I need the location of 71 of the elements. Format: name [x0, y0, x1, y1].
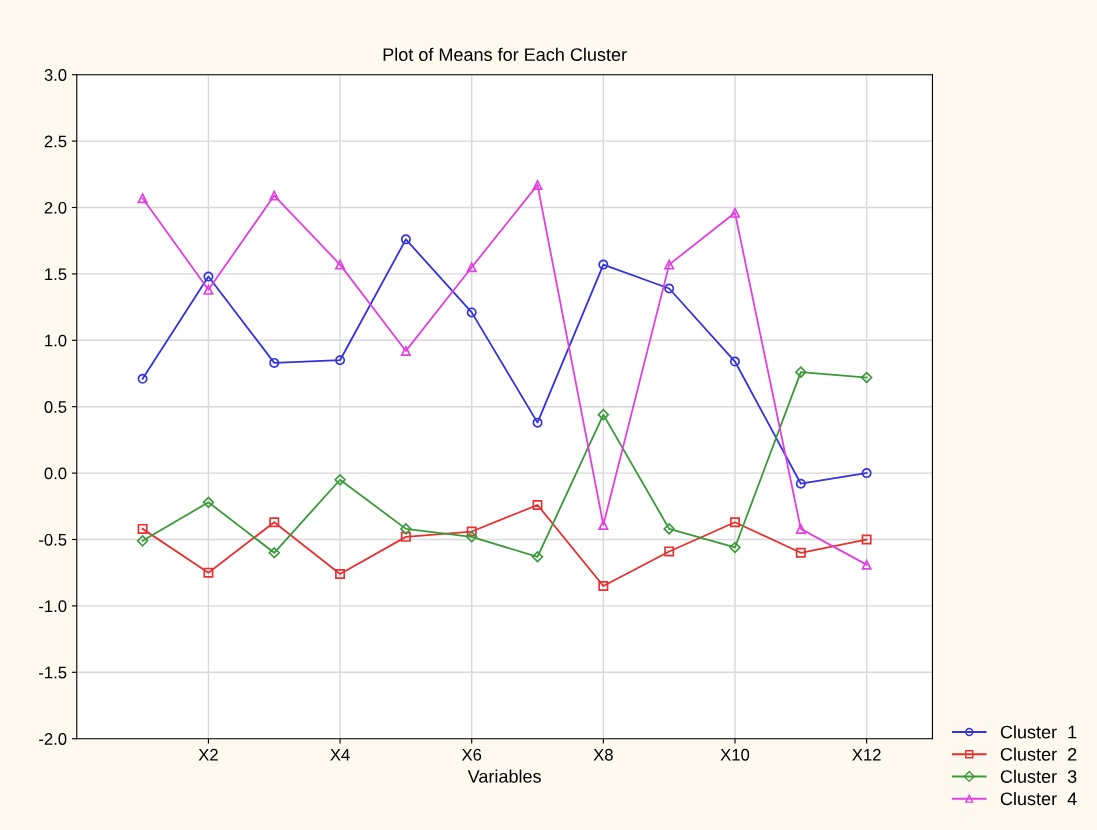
- point: [203, 284, 214, 295]
- point: [466, 307, 477, 318]
- x-tick-label: X10: [720, 748, 750, 761]
- point: [664, 259, 675, 270]
- point: [531, 551, 544, 563]
- point: [795, 478, 806, 489]
- point: [532, 499, 543, 510]
- point: [664, 546, 675, 557]
- point: [795, 366, 807, 378]
- point: [795, 547, 806, 558]
- point: [137, 373, 148, 384]
- point: [861, 534, 872, 545]
- point: [729, 207, 740, 218]
- point: [663, 523, 675, 535]
- point: [532, 417, 543, 428]
- y-tick-label: 0.0: [44, 467, 67, 480]
- point: [729, 541, 741, 554]
- x-axis-title: Variables: [467, 769, 541, 783]
- point: [861, 559, 872, 570]
- point: [860, 371, 873, 384]
- legend-label: Cluster 2: [1000, 747, 1077, 761]
- point: [598, 580, 609, 591]
- point: [598, 519, 609, 530]
- point: [335, 259, 346, 270]
- point: [202, 496, 215, 509]
- legend-label: Cluster 3: [1000, 769, 1077, 783]
- point: [597, 408, 610, 421]
- point: [795, 523, 806, 534]
- y-tick-label: 2.0: [44, 201, 67, 214]
- point: [137, 193, 148, 204]
- point: [729, 517, 740, 528]
- point: [400, 523, 412, 535]
- y-tick-label: 2.5: [44, 135, 67, 148]
- y-tick-label: 1.0: [45, 334, 67, 347]
- point: [335, 355, 346, 366]
- y-tick-label: 1.5: [45, 268, 67, 281]
- point: [137, 523, 148, 534]
- point: [861, 468, 872, 479]
- point: [466, 526, 477, 537]
- point: [400, 234, 411, 245]
- point: [203, 271, 214, 282]
- point: [664, 283, 675, 294]
- point: [136, 535, 149, 547]
- point: [400, 531, 411, 542]
- x-tick-label: X8: [593, 748, 613, 761]
- y-tick-label: -1.0: [39, 600, 67, 613]
- point: [335, 569, 346, 580]
- point: [268, 547, 280, 559]
- legend-label: Cluster 1: [1000, 725, 1077, 739]
- point: [466, 262, 477, 273]
- legend-label: Cluster 4: [1000, 791, 1077, 806]
- point: [269, 357, 280, 368]
- x-tick-label: X2: [198, 748, 218, 761]
- point: [465, 531, 478, 543]
- point: [203, 567, 214, 578]
- x-tick-label: X6: [461, 748, 482, 761]
- point: [598, 259, 609, 270]
- point: [269, 190, 280, 201]
- x-tick-label: X4: [330, 749, 350, 761]
- y-tick-label: -1.5: [39, 666, 67, 679]
- y-tick-label: 0.5: [44, 401, 67, 413]
- y-tick-label: -0.5: [39, 533, 67, 546]
- point: [334, 473, 346, 486]
- chart-title: Plot of Means for Each Cluster: [383, 47, 627, 61]
- y-tick-label: 3.0: [44, 69, 67, 81]
- x-tick-label: X12: [852, 748, 881, 761]
- point: [269, 517, 280, 528]
- y-tick-label: -2.0: [39, 733, 67, 745]
- point: [400, 345, 411, 356]
- point: [729, 356, 740, 367]
- point: [532, 179, 543, 190]
